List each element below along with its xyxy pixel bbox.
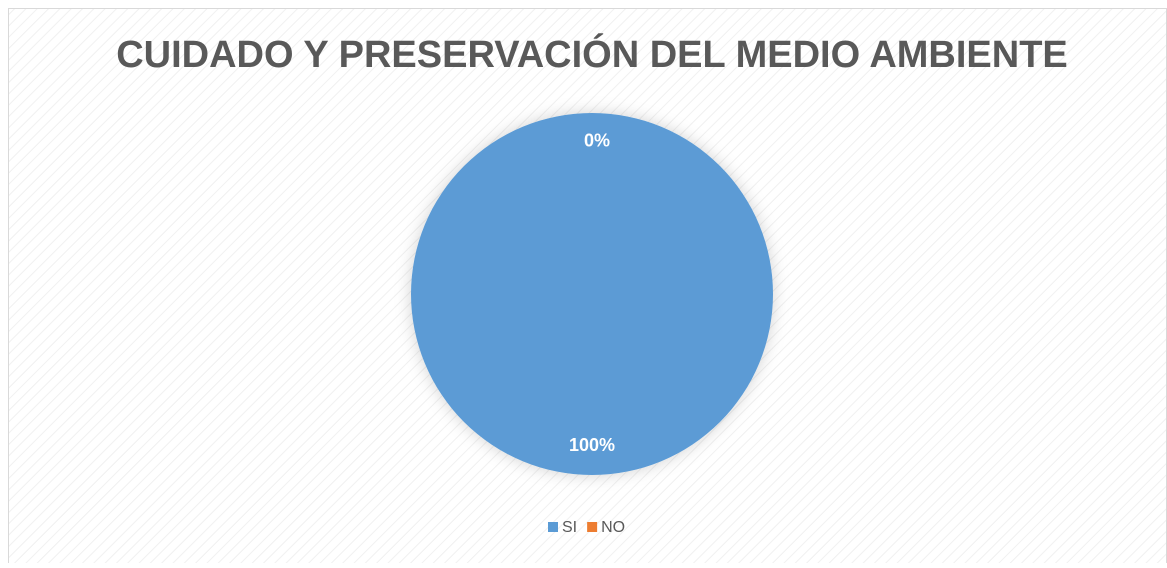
data-labels: 100% 0% bbox=[569, 131, 615, 455]
legend: SI NO bbox=[548, 519, 625, 536]
pie-slice bbox=[411, 113, 773, 475]
data-label: 0% bbox=[584, 131, 610, 151]
pie bbox=[411, 113, 773, 475]
data-label: 100% bbox=[569, 435, 615, 455]
legend-label: SI bbox=[562, 519, 577, 536]
legend-swatch bbox=[548, 522, 558, 532]
legend-label: NO bbox=[601, 519, 625, 536]
chart-title: CUIDADO Y PRESERVACIÓN DEL MEDIO AMBIENT… bbox=[116, 32, 1068, 76]
legend-swatch bbox=[587, 522, 598, 532]
